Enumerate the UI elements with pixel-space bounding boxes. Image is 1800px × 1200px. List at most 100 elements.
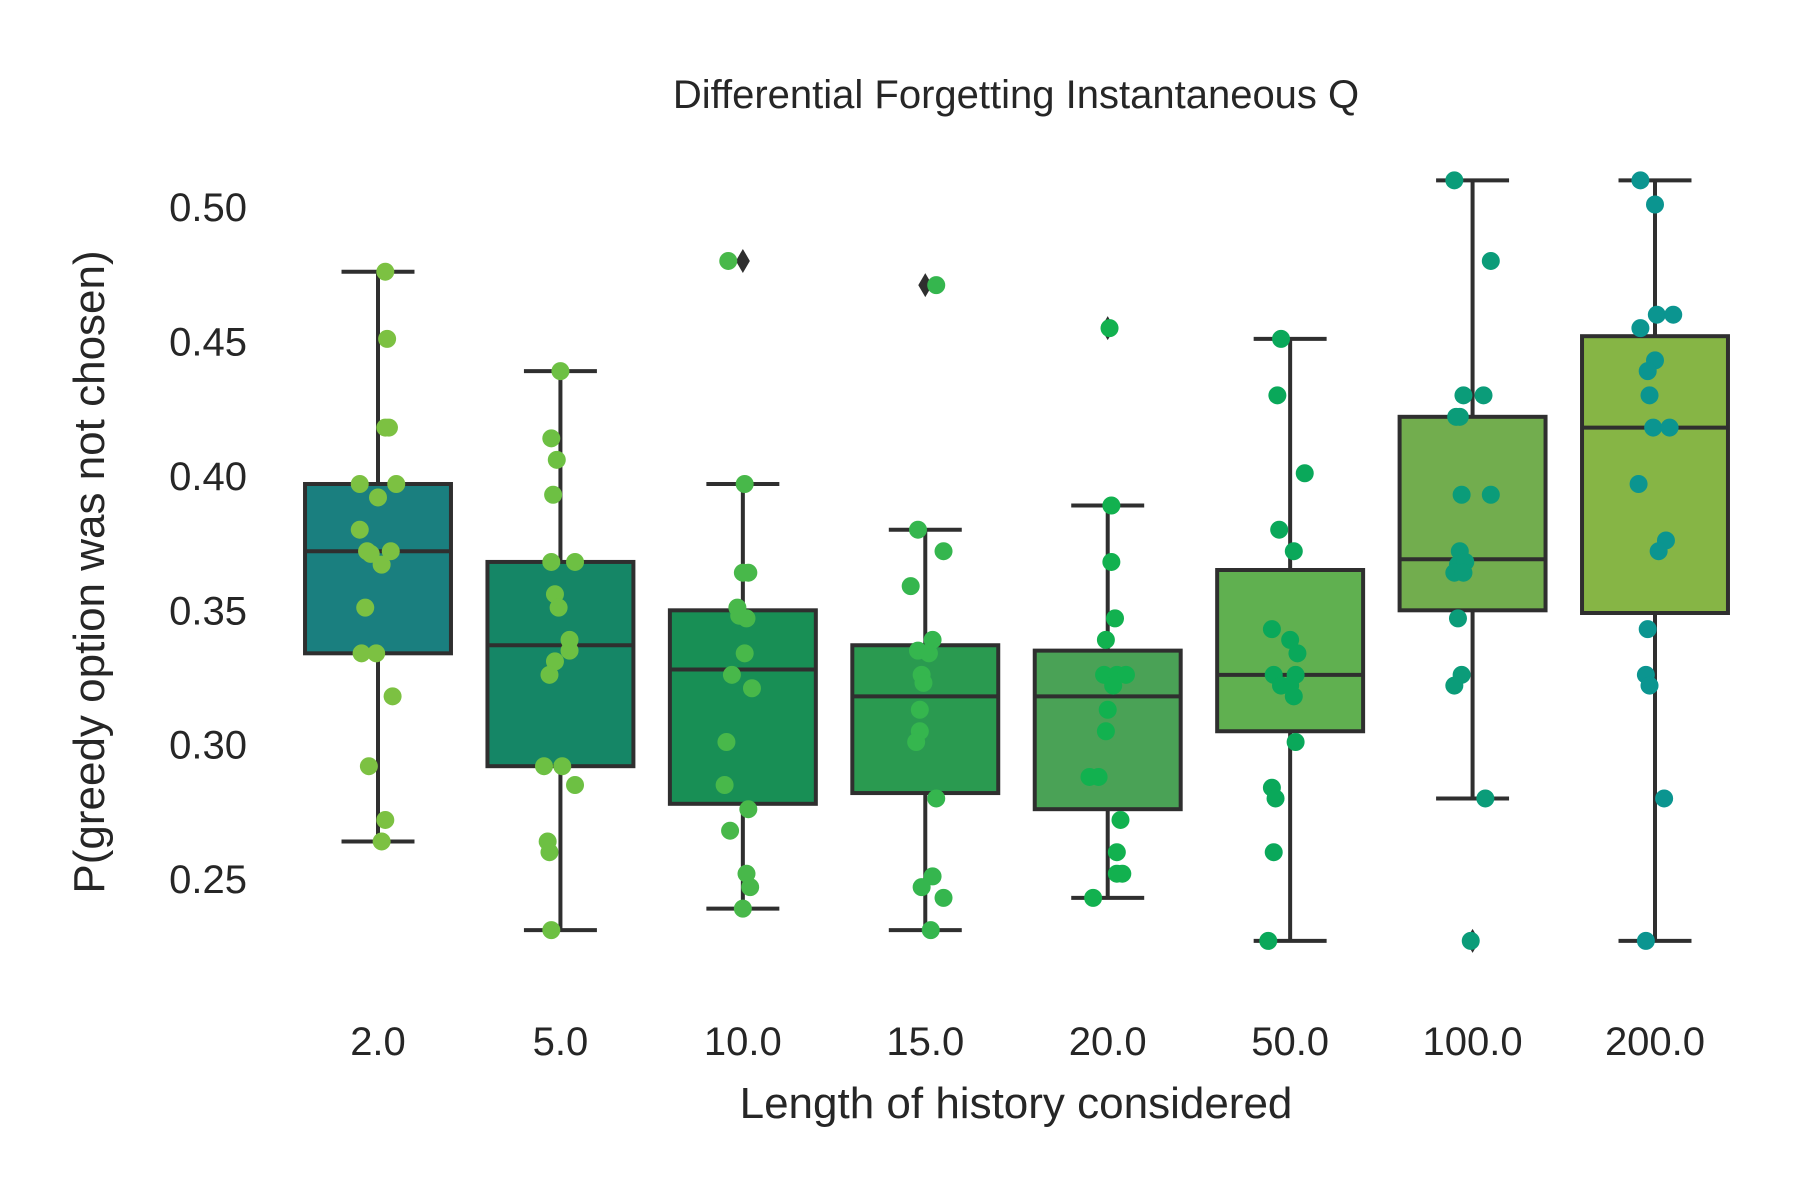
data-point: [927, 276, 946, 295]
data-point: [1107, 843, 1126, 862]
data-point: [547, 450, 566, 469]
box-100.0: [1397, 178, 1548, 953]
data-point: [359, 757, 378, 776]
data-point: [1262, 620, 1281, 639]
outlier-marker: [735, 248, 750, 273]
strip-points: [350, 171, 1683, 950]
data-point: [376, 262, 395, 281]
data-point: [1655, 789, 1674, 808]
data-point: [1288, 644, 1307, 663]
data-point: [910, 700, 929, 719]
data-point: [1631, 171, 1650, 190]
data-point: [901, 577, 920, 596]
data-point: [1638, 620, 1657, 639]
data-point: [733, 899, 752, 918]
data-point: [934, 542, 953, 561]
data-point: [1445, 171, 1464, 190]
data-point: [741, 878, 760, 897]
data-point: [1448, 609, 1467, 628]
data-point: [1111, 810, 1130, 829]
y-tick-label: 0.40: [169, 455, 247, 499]
data-point: [372, 555, 391, 574]
chart-title: Differential Forgetting Instantaneous Q: [673, 73, 1359, 117]
data-point: [1281, 630, 1300, 649]
y-tick-label: 0.25: [169, 858, 247, 902]
data-point: [540, 843, 559, 862]
data-point: [549, 598, 568, 617]
data-point: [1476, 789, 1495, 808]
data-point: [566, 776, 585, 794]
data-point: [1084, 888, 1103, 907]
box-iqr: [667, 608, 818, 806]
data-point: [1454, 563, 1473, 582]
data-point: [1664, 305, 1683, 324]
x-tick-label: 20.0: [1069, 1020, 1147, 1064]
x-tick-label: 200.0: [1605, 1020, 1705, 1064]
data-point: [914, 673, 933, 692]
data-point: [1096, 722, 1115, 741]
data-point: [553, 757, 572, 776]
data-point: [378, 329, 397, 348]
data-point: [722, 665, 741, 684]
data-point: [742, 679, 761, 698]
data-point: [535, 757, 554, 776]
data-point: [1100, 319, 1119, 338]
box-20.0: [1032, 316, 1183, 900]
data-point: [560, 641, 579, 660]
data-point: [1286, 733, 1305, 751]
data-point: [919, 644, 938, 663]
data-point: [1638, 362, 1657, 381]
data-point: [717, 733, 736, 751]
data-point: [1116, 665, 1135, 684]
data-point: [551, 362, 570, 381]
data-point: [1452, 485, 1471, 504]
data-point: [1631, 319, 1650, 338]
data-point: [1096, 630, 1115, 649]
data-point: [719, 251, 738, 270]
data-point: [735, 644, 754, 663]
data-point: [1102, 552, 1121, 571]
outlier-marker: [918, 273, 933, 298]
data-point: [1644, 418, 1663, 437]
box-15.0: [850, 273, 1001, 933]
data-point: [1102, 496, 1121, 515]
box-group: [303, 178, 1730, 953]
box-10.0: [667, 248, 818, 911]
data-point: [1461, 931, 1480, 950]
x-tick-label: 10.0: [704, 1020, 782, 1064]
data-point: [715, 776, 734, 794]
data-point: [907, 733, 926, 751]
data-point: [1454, 386, 1473, 405]
x-tick-label: 50.0: [1251, 1020, 1329, 1064]
data-point: [1481, 251, 1500, 270]
data-point: [1629, 475, 1648, 493]
data-point: [739, 800, 758, 819]
x-tick-label: 100.0: [1423, 1020, 1523, 1064]
data-point: [350, 520, 369, 539]
x-tick-label: 15.0: [886, 1020, 964, 1064]
data-point: [1295, 464, 1314, 483]
data-point: [1270, 520, 1289, 539]
data-point: [1445, 676, 1464, 695]
data-point: [1268, 386, 1287, 405]
data-point: [540, 665, 559, 684]
data-point: [1284, 687, 1303, 706]
data-point: [542, 552, 561, 571]
data-point: [1106, 609, 1125, 628]
box-iqr: [1580, 334, 1730, 615]
data-point: [544, 485, 563, 504]
data-point: [1474, 386, 1493, 405]
x-axis-label: Length of history considered: [740, 1079, 1293, 1128]
data-point: [1647, 305, 1666, 324]
x-axis-ticks: 2.0 5.0 10.0 15.0 20.0 50.0 100.0 200.0: [350, 1020, 1705, 1064]
data-point: [721, 821, 740, 840]
data-point: [1636, 931, 1655, 950]
data-point: [737, 609, 756, 628]
data-point: [372, 832, 391, 851]
y-tick-label: 0.35: [169, 589, 247, 633]
data-point: [1272, 329, 1291, 348]
data-point: [1481, 485, 1500, 504]
data-point: [1266, 789, 1285, 808]
y-axis-ticks: 0.25 0.30 0.35 0.40 0.45 0.50: [169, 186, 247, 902]
